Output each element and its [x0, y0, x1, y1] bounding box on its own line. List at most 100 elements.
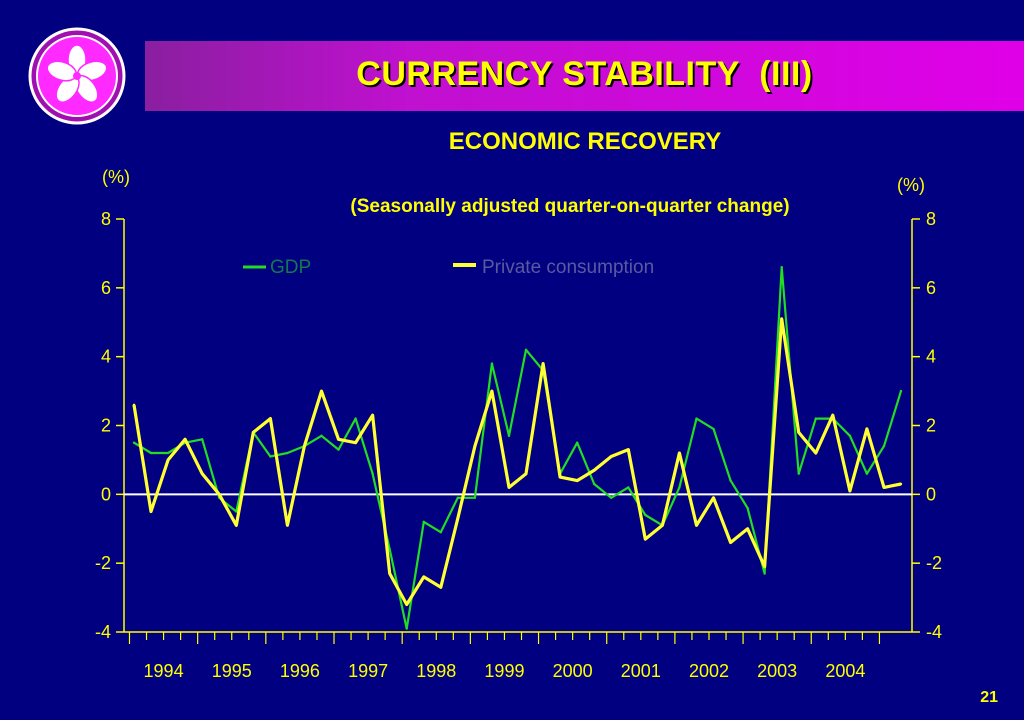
gdp-point	[422, 520, 425, 524]
right-y-tick-label: -4	[926, 622, 942, 642]
gdp-point	[473, 496, 477, 499]
gdp-point	[490, 362, 494, 365]
private-consumption-point	[303, 444, 306, 448]
x-tick-label: 1999	[484, 661, 524, 681]
x-tick-label: 1994	[144, 661, 184, 681]
private-consumption-point	[644, 537, 647, 541]
gdp-point	[712, 427, 715, 431]
private-consumption-point	[746, 527, 749, 530]
gdp-point	[593, 482, 596, 486]
x-tick-label: 2002	[689, 661, 729, 681]
private-consumption-point	[593, 469, 596, 472]
left-y-tick-label: 4	[101, 347, 111, 367]
private-consumption-point	[405, 603, 408, 606]
gdp-point	[507, 434, 511, 438]
private-consumption-point	[218, 493, 221, 496]
left-axis-unit: (%)	[102, 167, 130, 187]
gdp-point	[388, 548, 391, 551]
private-consumption-point	[661, 524, 664, 527]
private-consumption-point	[899, 482, 903, 486]
private-consumption-point	[729, 541, 732, 544]
private-consumption-point	[252, 431, 255, 434]
private-consumption-point	[183, 438, 187, 441]
private-consumption-point	[269, 417, 272, 420]
private-consumption-point	[882, 486, 886, 489]
gdp-point	[524, 348, 528, 351]
private-consumption-point	[695, 524, 698, 527]
title-bar: CURRENCY STABILITY (III)	[145, 41, 1024, 111]
gdp-point	[354, 417, 357, 420]
gdp-point	[882, 444, 886, 448]
gdp-point	[439, 530, 442, 534]
right-y-tick-label: 4	[926, 347, 936, 367]
private-consumption-point	[524, 472, 528, 475]
private-consumption-point	[354, 441, 357, 444]
legend-gdp-label: GDP	[270, 257, 311, 278]
gdp-point	[166, 451, 170, 455]
private-consumption-line	[132, 317, 902, 607]
private-consumption-point	[132, 403, 136, 407]
right-y-tick-label: 8	[926, 209, 936, 229]
gdp-point	[678, 486, 681, 489]
private-consumption-point	[490, 389, 494, 393]
x-tick-label: 1995	[212, 661, 252, 681]
left-y-tick-label: -4	[95, 622, 111, 642]
private-consumption-point	[166, 458, 170, 462]
x-tick-label: 1998	[416, 661, 456, 681]
left-y-tick-label: 6	[101, 278, 111, 298]
private-consumption-point	[371, 413, 374, 417]
private-consumption-point	[797, 431, 800, 434]
right-y-tick-label: -2	[926, 553, 942, 573]
gdp-point	[763, 572, 766, 575]
left-y-tick-label: 2	[101, 416, 111, 436]
gdp-point	[320, 434, 323, 438]
private-consumption-point	[200, 472, 204, 475]
gdp-point	[780, 265, 783, 269]
gdp-point	[235, 510, 238, 513]
right-y-tick-label: 2	[926, 416, 936, 436]
gdp-point	[797, 472, 800, 475]
gdp-point	[132, 441, 136, 444]
gdp-point	[149, 451, 153, 455]
hong-kong-bauhinia-logo	[28, 27, 126, 125]
gdp-point	[337, 448, 340, 451]
gdp-point	[627, 486, 630, 489]
private-consumption-point	[763, 565, 766, 568]
chart-note: (Seasonally adjusted quarter-on-quarter …	[350, 196, 790, 217]
gdp-point	[269, 455, 272, 458]
slide-title: CURRENCY STABILITY (III)	[356, 55, 813, 93]
gdp-point	[865, 472, 869, 475]
gdp-point	[371, 472, 374, 475]
private-consumption-point	[627, 448, 630, 451]
gdp-point	[814, 417, 817, 420]
gdp-point	[899, 389, 903, 393]
x-tick-label: 2001	[621, 661, 661, 681]
x-tick-label: 2003	[757, 661, 797, 681]
x-tick-label: 1997	[348, 661, 388, 681]
private-consumption-point	[235, 524, 238, 527]
x-tick-label: 2004	[825, 661, 865, 681]
gdp-point	[575, 441, 579, 444]
gdp-point	[610, 496, 613, 499]
right-y-tick-label: 6	[926, 278, 936, 298]
private-consumption-point	[780, 317, 783, 321]
private-consumption-point	[320, 389, 323, 393]
private-consumption-point	[456, 517, 460, 520]
private-consumption-point	[286, 524, 289, 527]
private-consumption-point	[337, 438, 340, 441]
legend-private-consumption-label: Private consumption	[482, 257, 654, 278]
gdp-point	[848, 434, 852, 438]
private-consumption-point	[848, 489, 852, 493]
gdp-point	[456, 496, 460, 499]
gdp-point	[644, 513, 647, 517]
private-consumption-point	[507, 486, 511, 489]
right-y-tick-label: 0	[926, 484, 936, 504]
left-y-tick-label: 0	[101, 484, 111, 504]
private-consumption-point	[473, 444, 477, 448]
private-consumption-point	[678, 451, 681, 455]
private-consumption-point	[558, 475, 562, 479]
private-consumption-point	[541, 362, 545, 365]
page-number: 21	[980, 689, 998, 706]
x-tick-label: 1996	[280, 661, 320, 681]
